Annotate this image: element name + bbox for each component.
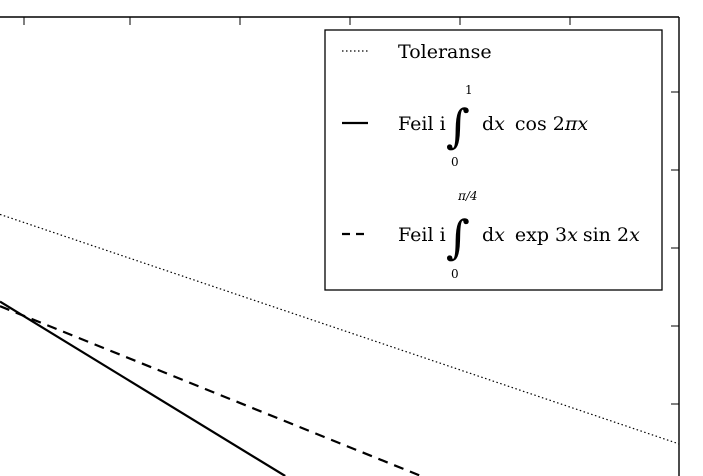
integrand-d-exp: d [482,224,494,246]
integrand-x-exp: x [494,224,505,246]
series-lines [0,213,680,476]
integrand-rest-exp: exp 3 [515,224,567,246]
integral-sign-cos: ∫ [446,99,470,153]
series-line-cos [0,300,286,476]
legend-prefix-exp: Feil i [398,224,446,246]
series-line-exp [0,305,422,476]
legend-label-tolerance: Toleranse [398,41,492,63]
integrand-pi-cos: π [564,113,578,135]
integrand-x-cos: x [494,113,505,135]
legend-box [324,29,663,291]
tick-marks [23,17,679,405]
series-line-tolerance [0,213,680,445]
integrand-tail-exp: sin 2 [583,224,629,246]
lower-limit-cos: 0 [451,155,459,169]
upper-limit-cos: 1 [465,83,473,97]
integral-sign-exp: ∫ [446,210,470,264]
integrand-d-cos: d [482,113,494,135]
integrand-x2-cos: x [577,113,588,135]
integrand-x2-exp: x [567,224,578,246]
integrand-x3-exp: x [629,224,640,246]
legend-prefix-cos: Feil i [398,113,446,135]
lower-limit-exp: 0 [451,267,459,281]
upper-limit-exp: π/4 [457,189,478,203]
legend: Toleranse Feil i ∫ 1 0 dx cos 2πx Feil i … [324,29,663,291]
integrand-rest-cos: cos 2 [515,113,565,135]
integrand-cos: dx cos 2πx [482,113,588,135]
integrand-exp: dx exp 3x sin 2x [482,224,640,246]
